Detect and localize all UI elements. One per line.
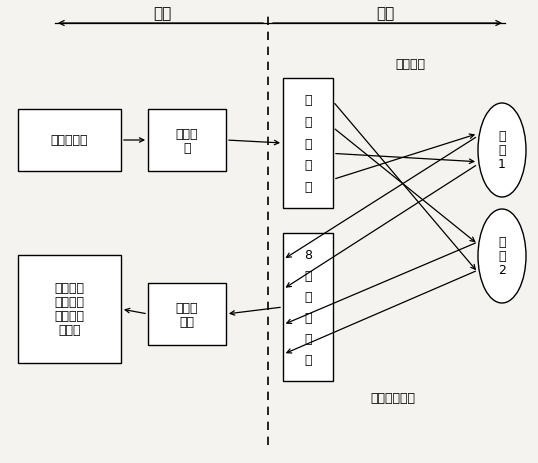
Bar xyxy=(148,110,226,172)
Text: 波达方向: 波达方向 xyxy=(54,310,84,323)
Text: 标: 标 xyxy=(498,250,506,263)
Text: 收机: 收机 xyxy=(180,316,195,329)
Text: 线: 线 xyxy=(305,354,312,367)
Text: 干端: 干端 xyxy=(153,6,171,21)
Text: 射: 射 xyxy=(305,116,312,129)
Text: 器: 器 xyxy=(305,181,312,194)
Text: 目: 目 xyxy=(498,130,506,143)
Text: 发射信号回波: 发射信号回波 xyxy=(370,392,415,405)
Text: 标: 标 xyxy=(498,144,506,157)
Ellipse shape xyxy=(478,210,526,303)
Bar xyxy=(148,283,226,345)
Text: 滤: 滤 xyxy=(305,137,312,150)
Text: 估计）: 估计） xyxy=(58,324,81,337)
Text: 目: 目 xyxy=(498,236,506,249)
Text: 放: 放 xyxy=(183,142,191,155)
Ellipse shape xyxy=(478,104,526,198)
Bar xyxy=(18,110,121,172)
Text: 信号处理: 信号处理 xyxy=(54,282,84,295)
Text: 发射功: 发射功 xyxy=(176,127,198,140)
Text: 天: 天 xyxy=(305,332,312,345)
Text: 发: 发 xyxy=(305,94,312,107)
Text: 波: 波 xyxy=(305,159,312,172)
Text: 信号发射机: 信号发射机 xyxy=(51,134,88,147)
Bar xyxy=(283,233,333,381)
Text: 收: 收 xyxy=(305,312,312,325)
Text: 信号接: 信号接 xyxy=(176,301,198,314)
Text: 元: 元 xyxy=(305,269,312,282)
Text: 8: 8 xyxy=(304,248,312,261)
Text: 接: 接 xyxy=(305,290,312,303)
Text: 机（信号: 机（信号 xyxy=(54,296,84,309)
Text: 2: 2 xyxy=(498,264,506,277)
Bar xyxy=(283,79,333,208)
Text: 发射信号: 发射信号 xyxy=(395,57,425,70)
Bar xyxy=(18,256,121,363)
Text: 湿端: 湿端 xyxy=(376,6,394,21)
Text: 1: 1 xyxy=(498,158,506,171)
